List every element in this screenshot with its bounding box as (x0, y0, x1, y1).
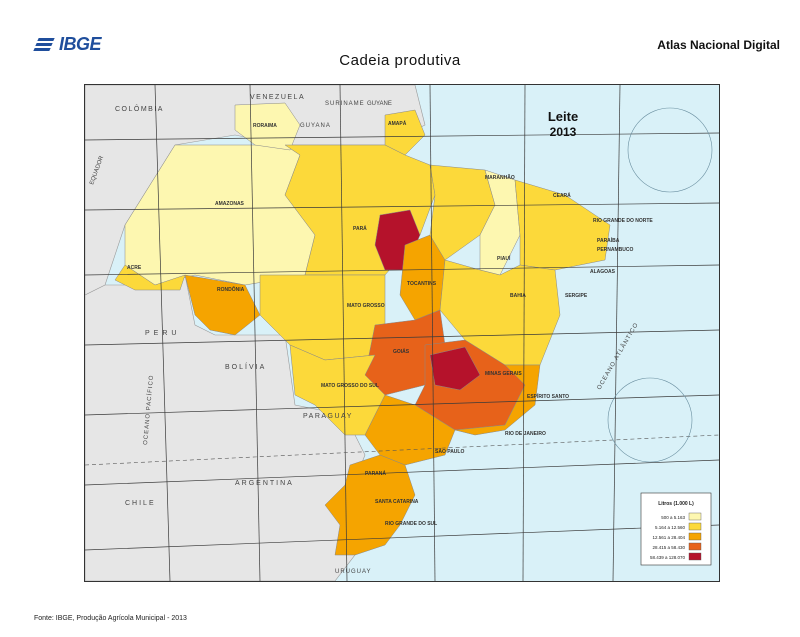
state-label: CEARÁ (553, 192, 571, 199)
state-label: ALAGOAS (590, 269, 616, 275)
country-label: PARAGUAY (303, 413, 353, 420)
state-label: RIO DE JANEIRO (505, 431, 546, 437)
map-theme-title: Leite (548, 109, 578, 124)
graticule (85, 85, 719, 581)
state-label: MARANHÃO (485, 174, 515, 181)
country-label: GUYANE (367, 101, 392, 107)
region-sul (324, 454, 416, 556)
region-minas-triangulo (429, 346, 481, 391)
country-label: COLÔMBIA (115, 104, 164, 113)
state-labels: AMAZONAS PARÁ RORAIMA AMAPÁ ACRE RONDÔNI… (127, 120, 653, 527)
state-label: PARÁ (353, 225, 367, 232)
region-rondonia (184, 274, 261, 336)
state-label: PIAUÍ (497, 254, 511, 262)
ibge-logo: IBGE (33, 34, 102, 55)
country-label: BOLÍVIA (225, 362, 266, 371)
legend-title: Litros (1.000 L) (658, 501, 694, 507)
state-label: BAHIA (510, 293, 526, 299)
state-label: PERNAMBUCO (597, 247, 634, 253)
state-label: RIO GRANDE DO NORTE (593, 218, 653, 224)
ocean-circle-south (607, 377, 693, 463)
state-label: GOIÁS (393, 348, 410, 355)
state-label: TOCANTINS (407, 281, 437, 287)
state-label: SÃO PAULO (435, 448, 464, 455)
legend-label: 5.164 a 12.560 (655, 525, 686, 530)
country-label: GUYANA (300, 123, 331, 129)
choropleth-map: Leite 2013 COLÔMBIA VENEZUELA GUYANA SUR… (85, 85, 719, 581)
region-amapa (384, 109, 426, 156)
state-label: RONDÔNIA (217, 285, 245, 293)
region-acre (114, 264, 186, 291)
atlas-title: Atlas Nacional Digital (657, 38, 780, 52)
country-label: CHILE (125, 500, 156, 507)
legend-label: 500 a 5.163 (661, 515, 685, 520)
legend-swatch (688, 542, 702, 551)
region-rio-es (454, 364, 541, 436)
state-label: MATO GROSSO DO SUL (321, 383, 379, 389)
page-title: Cadeia produtiva (339, 52, 461, 69)
map-legend: Litros (1.000 L) 500 a 5.163 5.164 a 12.5… (640, 492, 712, 566)
tropic-line (85, 434, 719, 466)
legend-label: 12.561 a 28.404 (652, 535, 685, 540)
state-label: RIO GRANDE DO SUL (385, 521, 437, 527)
state-label: RORAIMA (253, 123, 277, 129)
ibge-logo-text: IBGE (59, 34, 102, 54)
state-label: PARAÍBA (597, 236, 620, 244)
source-note: Fonte: IBGE, Produção Agrícola Municipal… (34, 615, 187, 622)
state-label: MATO GROSSO (347, 303, 385, 309)
map-theme-year: 2013 (550, 125, 577, 139)
country-label: URUGUAY (335, 569, 372, 575)
state-label: MINAS GERAIS (485, 371, 522, 377)
legend-label: 58.439 a 128.070 (650, 555, 686, 560)
legend-label: 28.415 a 58.430 (652, 545, 685, 550)
ibge-logo-icon (33, 37, 56, 52)
state-label: AMAZONAS (215, 201, 245, 207)
state-label: ESPÍRITO SANTO (527, 392, 569, 400)
state-label: AMAPÁ (388, 120, 407, 127)
state-label: ACRE (127, 265, 142, 271)
ocean-circle-north (627, 107, 713, 193)
legend-items: 500 a 5.163 5.164 a 12.560 12.561 a 28.404… (650, 512, 702, 561)
region-bahia (439, 259, 561, 366)
region-nordeste (514, 179, 611, 271)
legend-swatch (688, 532, 702, 541)
legend-swatch (688, 522, 702, 531)
map-frame: Leite 2013 COLÔMBIA VENEZUELA GUYANA SUR… (84, 84, 720, 582)
state-label: SANTA CATARINA (375, 499, 419, 505)
legend-swatch (688, 552, 702, 561)
country-label: PERU (145, 330, 180, 337)
state-label: PARANÁ (365, 470, 386, 477)
country-label: ARGENTINA (235, 480, 294, 487)
legend-swatch (688, 512, 702, 521)
state-label: SERGIPE (565, 293, 588, 299)
country-label: VENEZUELA (250, 94, 305, 101)
country-label: SURINAME (325, 101, 365, 107)
